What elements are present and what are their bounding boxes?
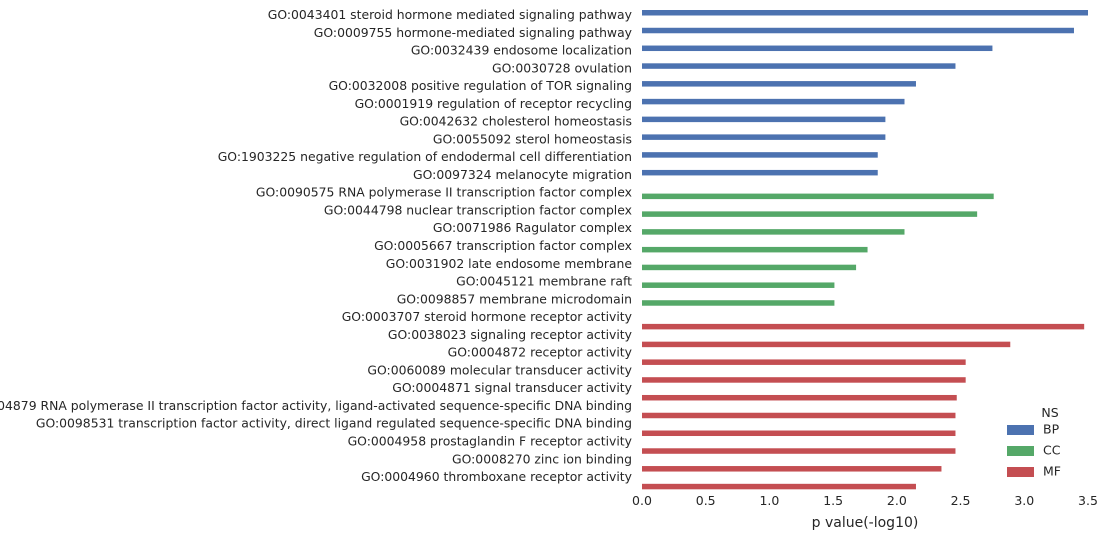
y-tick-label: GO:0031902 late endosome membrane: [386, 256, 632, 271]
bar-cc: [642, 229, 905, 235]
bar-bp: [642, 10, 1088, 16]
y-tick-label: GO:0098857 membrane microdomain: [397, 291, 632, 306]
bar-bp: [642, 45, 993, 52]
x-tick-label: 0.0: [632, 493, 652, 508]
y-tick-label: GO:0043401 steroid hormone mediated sign…: [268, 7, 632, 22]
bar-bp: [642, 169, 878, 176]
y-tick-labels: GO:0043401 steroid hormone mediated sign…: [0, 7, 632, 484]
legend-title: NS: [1041, 405, 1058, 420]
y-tick-label: GO:0030728 ovulation: [492, 60, 632, 75]
x-tick-label: 2.5: [951, 493, 971, 508]
y-tick-label: GO:0004872 receptor activity: [448, 345, 632, 360]
legend-label-bp: BP: [1043, 422, 1060, 437]
y-tick-label: GO:0004958 prostaglandin F receptor acti…: [348, 433, 632, 448]
y-tick-label: GO:0004960 thromboxane receptor activity: [361, 469, 632, 484]
x-axis-label: p value(-log10): [812, 515, 919, 531]
y-tick-label: GO:0038023 signaling receptor activity: [388, 327, 632, 342]
y-tick-label: GO:0060089 molecular transducer activity: [367, 362, 632, 377]
legend-swatch-mf: [1007, 467, 1034, 477]
y-tick-label: GO:0032439 endosome localization: [411, 43, 632, 58]
y-tick-label: GO:0005667 transcription factor complex: [374, 238, 632, 253]
bars-group: [642, 10, 1088, 490]
bar-cc: [642, 300, 835, 306]
x-tick-labels: 0.0 0.5 1.0 1.5 2.0 2.5 3.0 3.5: [632, 493, 1098, 508]
y-tick-label: GO:0097324 melanocyte migration: [413, 167, 632, 182]
bar-cc: [642, 264, 857, 271]
bar-mf: [642, 377, 966, 383]
y-tick-label: GO:0004871 signal transducer activity: [392, 380, 632, 395]
bar-bp: [642, 116, 886, 123]
bar-mf: [642, 448, 956, 454]
y-tick-label: GO:0042632 cholesterol homeostasis: [400, 114, 632, 129]
legend-swatch-cc: [1007, 446, 1034, 456]
bar-cc: [642, 193, 994, 200]
bar-mf: [642, 466, 942, 472]
x-tick-label: 2.0: [887, 493, 907, 508]
bar-mf: [642, 483, 916, 490]
legend-label-cc: CC: [1043, 443, 1061, 458]
y-tick-label: GO:0098531 transcription factor activity…: [36, 416, 632, 431]
x-tick-label: 3.5: [1078, 493, 1098, 508]
y-tick-label: GO:0045121 membrane raft: [456, 274, 632, 289]
bar-bp: [642, 27, 1074, 34]
bar-mf: [642, 323, 1085, 330]
bar-cc: [642, 282, 835, 288]
bar-bp: [642, 98, 905, 105]
bar-bp: [642, 81, 916, 87]
bar-bp: [642, 63, 956, 69]
x-tick-label: 1.5: [823, 493, 843, 508]
x-tick-label: 1.0: [759, 493, 779, 508]
bar-cc: [642, 211, 978, 217]
bar-mf: [642, 430, 956, 437]
bar-mf: [642, 359, 966, 365]
bar-cc: [642, 246, 868, 253]
y-tick-label: GO:0009755 hormone-mediated signaling pa…: [314, 25, 632, 40]
y-tick-label: GO:0071986 Ragulator complex: [433, 220, 632, 235]
y-tick-label: GO:0044798 nuclear transcription factor …: [324, 202, 632, 217]
legend-swatch-bp: [1007, 425, 1034, 435]
y-tick-label: GO:0032008 positive regulation of TOR si…: [329, 78, 632, 93]
y-tick-label: GO:0001919 regulation of receptor recycl…: [355, 96, 632, 111]
legend: NS BP CC MF: [1007, 405, 1061, 479]
bar-bp: [642, 152, 878, 158]
y-tick-label: GO:0003707 steroid hormone receptor acti…: [342, 309, 632, 324]
y-tick-label: GO:0004879 RNA polymerase II transcripti…: [0, 398, 632, 413]
bar-mf: [642, 341, 1011, 348]
x-tick-label: 3.0: [1014, 493, 1034, 508]
y-tick-label: GO:1903225 negative regulation of endode…: [218, 149, 632, 164]
bar-mf: [642, 394, 957, 401]
y-tick-label: GO:0090575 RNA polymerase II transcripti…: [256, 185, 632, 200]
bar-bp: [642, 134, 886, 140]
x-tick-label: 0.5: [696, 493, 716, 508]
bar-mf: [642, 412, 956, 419]
legend-label-mf: MF: [1043, 464, 1061, 479]
y-tick-label: GO:0055092 sterol homeostasis: [433, 131, 632, 146]
y-tick-label: GO:0008270 zinc ion binding: [452, 451, 632, 466]
